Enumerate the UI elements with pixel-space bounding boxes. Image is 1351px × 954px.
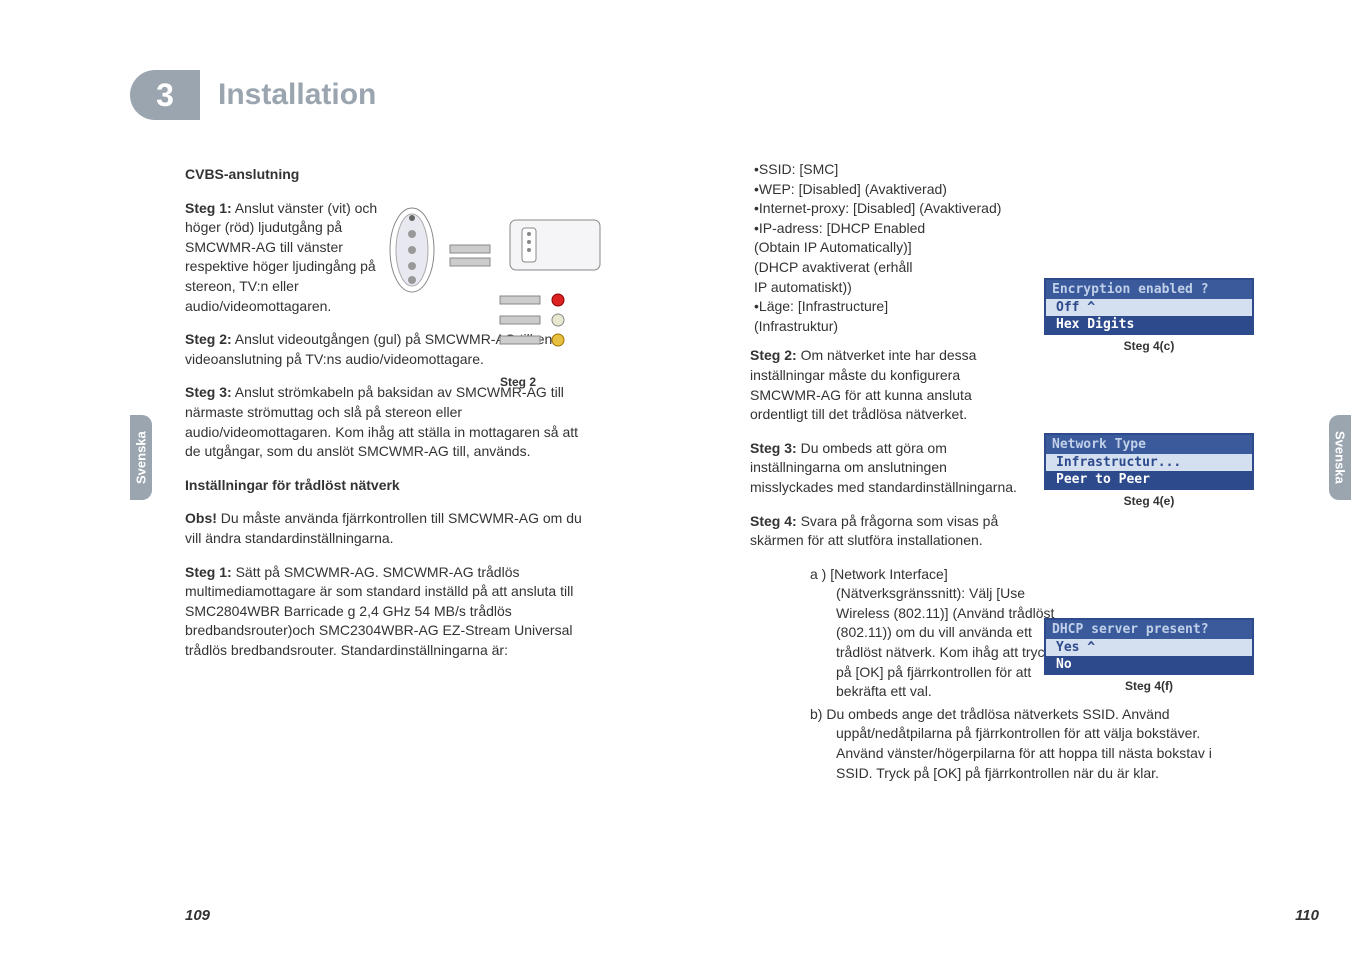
language-tab-left: Svenska bbox=[130, 415, 152, 500]
cvbs-step3: Steg 3: Anslut strömkabeln på baksidan a… bbox=[185, 383, 585, 461]
chapter-title: Installation bbox=[218, 78, 376, 112]
list-item: •WEP: [Disabled] (Avaktiverad) bbox=[750, 180, 1020, 200]
step-label: Steg 1: bbox=[185, 200, 232, 216]
fig-caption: Steg 4(c) bbox=[1044, 339, 1254, 353]
list-item: (DHCP avaktiverat (erhåll bbox=[750, 258, 1020, 278]
fig-row-selected: Peer to Peer bbox=[1046, 471, 1252, 488]
step-label: Steg 2: bbox=[185, 331, 232, 347]
list-item: •Läge: [Infrastructure] bbox=[750, 297, 1020, 317]
option-a: a ) [Network Interface] (Nätverksgränssn… bbox=[810, 565, 1065, 702]
diagram-caption: Steg 2 bbox=[500, 375, 536, 389]
page-number-left: 109 bbox=[185, 907, 210, 924]
fig-title: Encryption enabled ? bbox=[1046, 280, 1252, 299]
language-tab-right: Svenska bbox=[1329, 415, 1351, 500]
cvbs-step1: Steg 1: Anslut vänster (vit) och höger (… bbox=[185, 199, 385, 317]
fig-title: Network Type bbox=[1046, 435, 1252, 454]
page-number-right: 110 bbox=[1295, 907, 1319, 924]
cvbs-heading: CVBS-anslutning bbox=[185, 165, 585, 185]
list-item: •IP-adress: [DHCP Enabled bbox=[750, 219, 1020, 239]
figure-4e: Network Type Infrastructur... Peer to Pe… bbox=[1044, 433, 1254, 508]
chapter-number: 3 bbox=[130, 70, 200, 120]
list-item: •SSID: [SMC] bbox=[750, 160, 1020, 180]
fig-row: Off ^ bbox=[1046, 299, 1252, 316]
option-b: b) Du ombeds ange det trådlösa nätverket… bbox=[810, 705, 1230, 783]
list-item: (Obtain IP Automatically)] bbox=[750, 238, 1020, 258]
fig-caption: Steg 4(f) bbox=[1044, 679, 1254, 693]
step-text: Anslut strömkabeln på baksidan av SMCWMR… bbox=[185, 384, 578, 459]
fig-row: Infrastructur... bbox=[1046, 454, 1252, 471]
wireless-step1: Steg 1: Sätt på SMCWMR-AG. SMCWMR-AG trå… bbox=[185, 563, 585, 661]
fig-caption: Steg 4(e) bbox=[1044, 494, 1254, 508]
step-text: Anslut vänster (vit) och höger (röd) lju… bbox=[185, 200, 377, 314]
list-item: IP automatiskt)) bbox=[750, 278, 1020, 298]
note-label: Obs! bbox=[185, 510, 217, 526]
wireless-step3: Steg 3: Du ombeds att göra om inställnin… bbox=[750, 439, 1030, 498]
figure-4f: DHCP server present? Yes ^ No Steg 4(f) bbox=[1044, 618, 1254, 693]
figure-4c: Encryption enabled ? Off ^ Hex Digits St… bbox=[1044, 278, 1254, 353]
chapter-header: 3 Installation bbox=[130, 70, 376, 120]
fig-row-selected: Hex Digits bbox=[1046, 316, 1252, 333]
step-label: Steg 3: bbox=[750, 440, 797, 456]
connection-diagram bbox=[380, 200, 620, 380]
note: Obs! Du måste använda fjärrkontrollen ti… bbox=[185, 509, 585, 548]
step-label: Steg 2: bbox=[750, 347, 797, 363]
step-label: Steg 1: bbox=[185, 564, 232, 580]
wireless-step4: Steg 4: Svara på frågorna som visas på s… bbox=[750, 512, 1030, 551]
wireless-step2: Steg 2: Om nätverket inte har dessa inst… bbox=[750, 346, 1030, 424]
step-text: Sätt på SMCWMR-AG. SMCWMR-AG trådlös mul… bbox=[185, 564, 573, 658]
list-item: •Internet-proxy: [Disabled] (Avaktiverad… bbox=[750, 199, 1020, 219]
fig-row: Yes ^ bbox=[1046, 639, 1252, 656]
default-settings-list: •SSID: [SMC] •WEP: [Disabled] (Avaktiver… bbox=[750, 160, 1020, 336]
fig-title: DHCP server present? bbox=[1046, 620, 1252, 639]
wireless-settings-heading: Inställningar för trådlöst nätverk bbox=[185, 476, 585, 496]
note-text: Du måste använda fjärrkontrollen till SM… bbox=[185, 510, 582, 546]
step-label: Steg 3: bbox=[185, 384, 232, 400]
list-item: (Infrastruktur) bbox=[750, 317, 1020, 337]
fig-row-selected: No bbox=[1046, 656, 1252, 673]
step-label: Steg 4: bbox=[750, 513, 797, 529]
